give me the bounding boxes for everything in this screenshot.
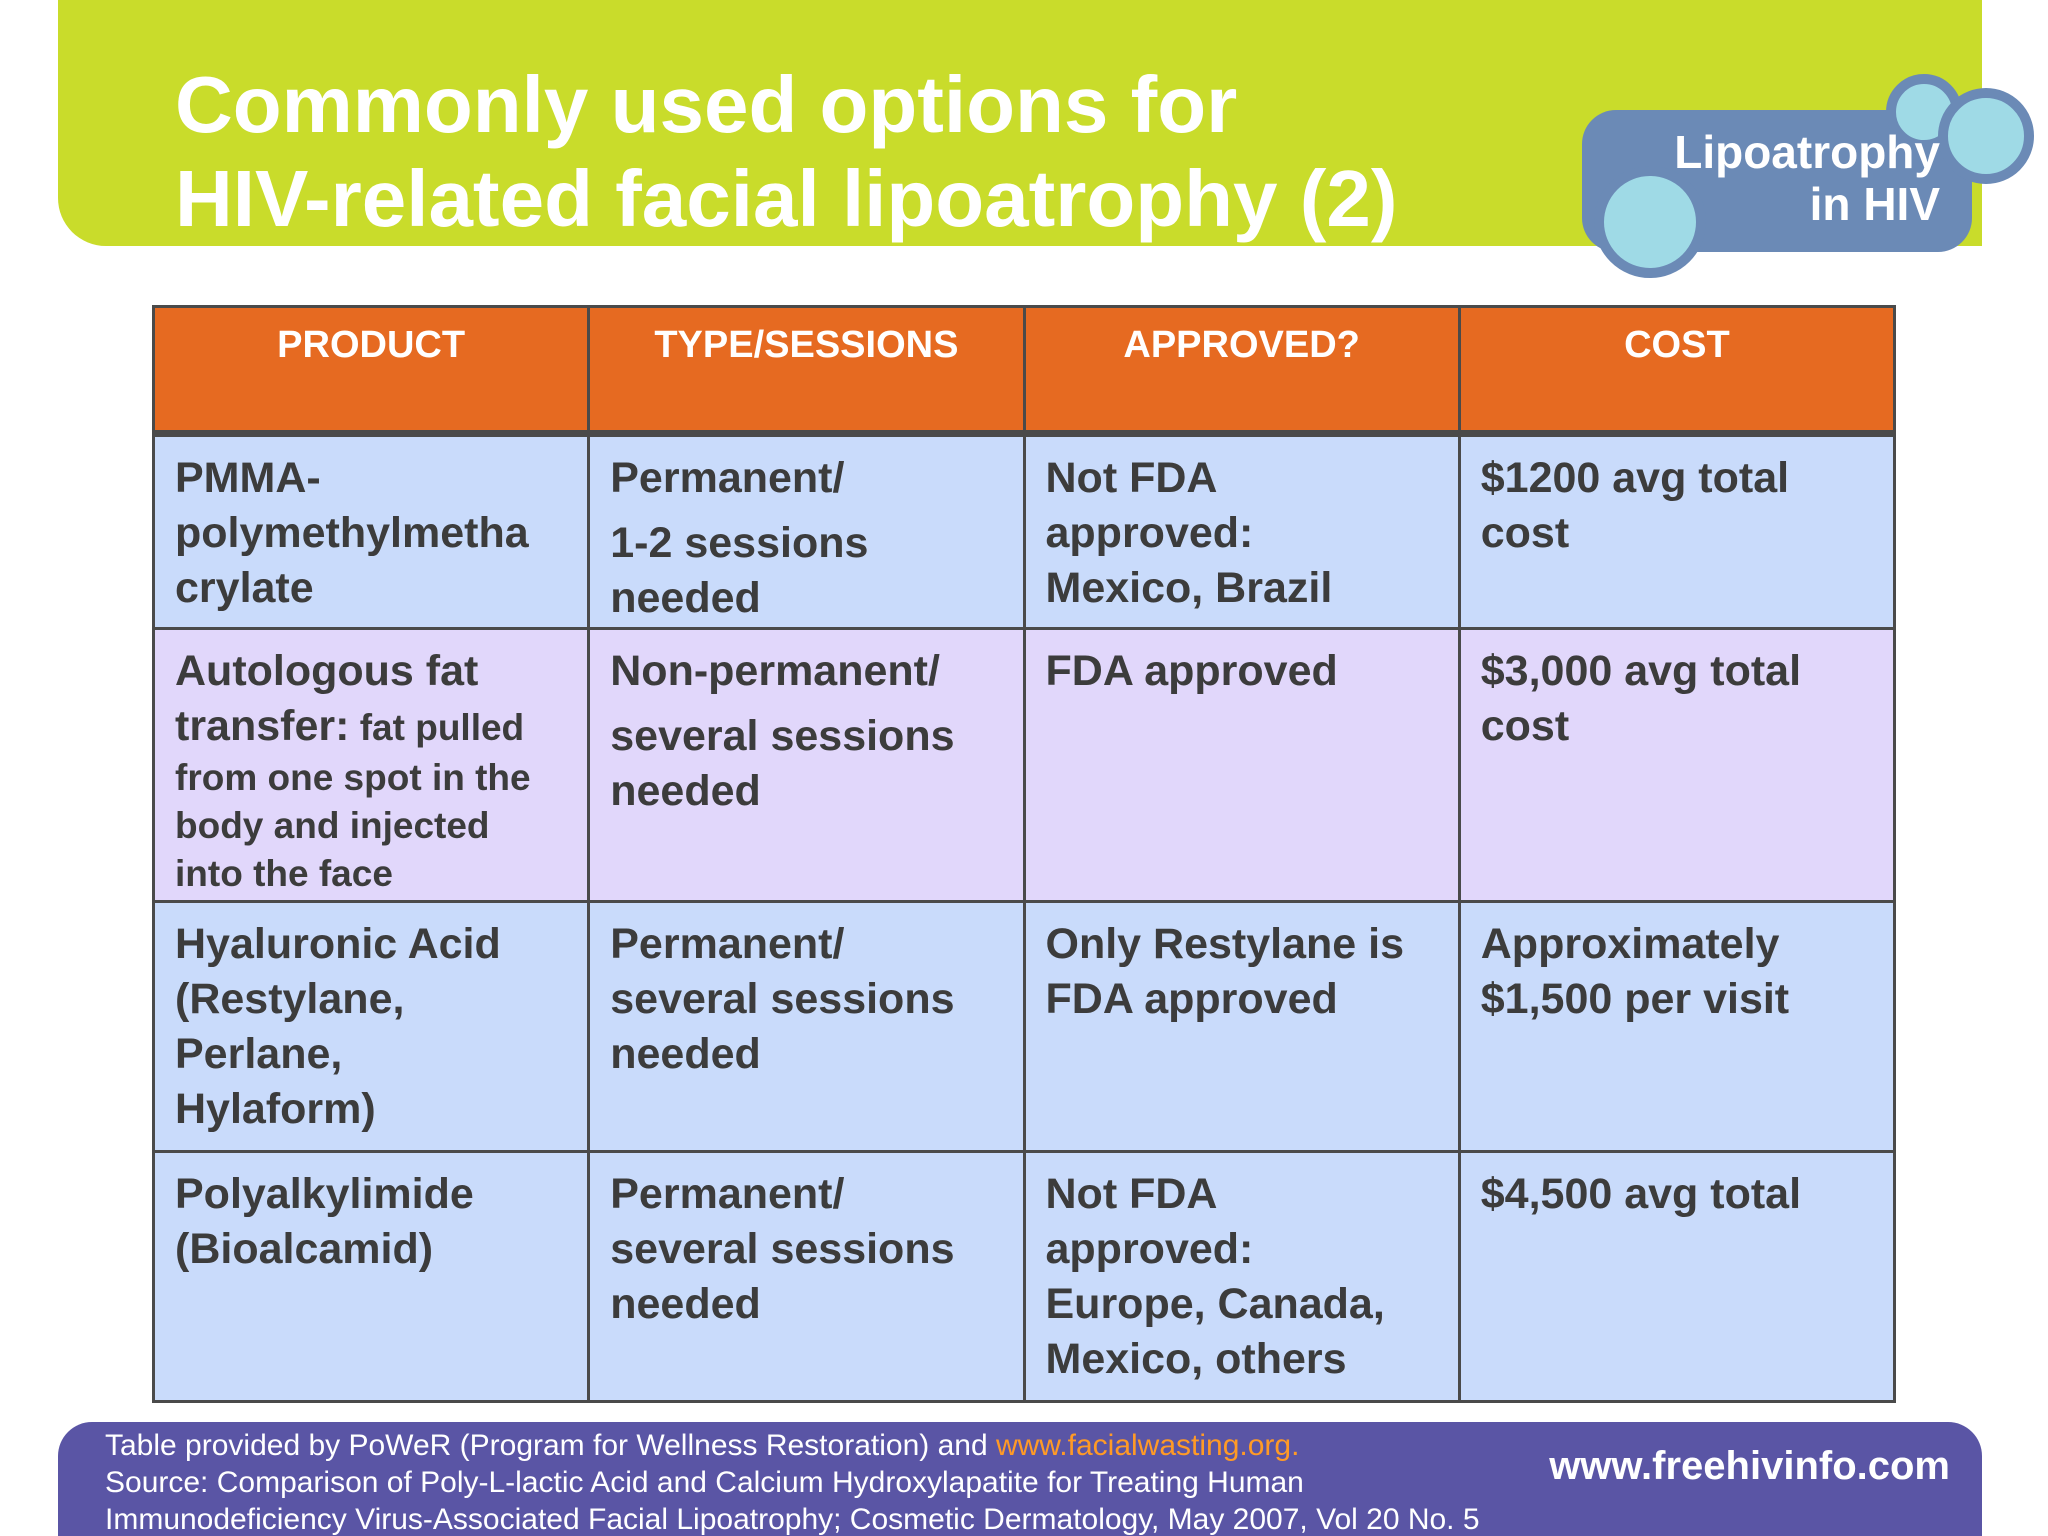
cell-note: fat pulled [349,707,525,748]
facialwasting-link[interactable]: www.facialwasting.org. [995,1429,1300,1462]
source-line-2: Immunodeficiency Virus-Associated Facial… [105,1503,1480,1536]
cell-type-sessions: Permanent/ 1-2 sessions needed [587,432,1026,630]
cell-cost: $3,000 avg total cost [1457,627,1897,903]
options-table: PRODUCT TYPE/SESSIONS APPROVED? COST PMM… [151,305,1897,1403]
cell-cost: $1200 avg total cost [1457,432,1897,630]
source-line-1: Source: Comparison of Poly-L-lactic Acid… [105,1466,1304,1499]
cell-line: Perlane, [175,1030,343,1078]
logo-circle-left [1594,166,1706,278]
cell-line: needed [610,574,761,622]
cell-line: needed [610,1030,761,1078]
cell-line: polymethylmetha [175,509,529,557]
cell-approved: Not FDA approved: Mexico, Brazil [1022,432,1461,630]
cell-note-line: body and injected [175,805,490,846]
cell-line: Hyaluronic Acid [175,920,501,968]
cell-line: Non-permanent/ [610,647,940,695]
table-row: Hyaluronic Acid (Restylane, Perlane, Hyl… [151,900,1897,1153]
cell-cost: Approximately $1,500 per visit [1457,900,1897,1153]
cell-line: Europe, Canada, [1045,1280,1385,1328]
column-header-cost: COST [1457,305,1897,437]
cell-line: Only Restylane is [1045,920,1405,968]
cell-product: Hyaluronic Acid (Restylane, Perlane, Hyl… [151,900,591,1153]
column-header-approved: APPROVED? [1022,305,1461,437]
table-row: Polyalkylimide (Bioalcamid) Permanent/ s… [151,1150,1897,1403]
cell-line: $1200 avg total [1480,454,1790,502]
logo-line-2: in HIV [1809,178,1940,230]
cell-note-line: into the face [175,853,393,894]
cell-type-sessions: Non-permanent/ several sessions needed [587,627,1026,903]
cell-type-sessions: Permanent/ several sessions needed [587,900,1026,1153]
title-line-1: Commonly used options for [175,60,1238,149]
table-row: Autologous fat transfer: fat pulled from… [151,627,1897,903]
cell-type-sessions: Permanent/ several sessions needed [587,1150,1026,1403]
cell-product: Autologous fat transfer: fat pulled from… [151,627,591,903]
cell-line: cost [1480,702,1570,750]
cell-line: Mexico, Brazil [1045,564,1333,612]
site-url-link[interactable]: www.freehivinfo.com [1549,1444,1950,1488]
cell-line: (Bioalcamid) [175,1225,434,1273]
cell-line: transfer: fat pulled [175,699,569,754]
cell-line: Polyalkylimide [175,1170,474,1218]
cell-line: Permanent/ [610,1170,845,1218]
cell-line: PMMA- [175,454,321,502]
table-row: PMMA- polymethylmetha crylate Permanent/… [151,432,1897,630]
cell-line: Hylaform) [175,1085,376,1133]
cell-line: approved: [1045,1225,1254,1273]
cell-line: needed [610,767,761,815]
cell-cost: $4,500 avg total [1457,1150,1897,1403]
footer-credits: Table provided by PoWeR (Program for Wel… [105,1427,1585,1536]
cell-line: several sessions [610,975,955,1023]
cell-line: FDA approved [1045,647,1338,695]
cell-line: Not FDA [1045,454,1218,502]
logo-line-1: Lipoatrophy [1674,126,1940,178]
footer-bar [58,1422,1982,1536]
cell-line: $1,500 per visit [1480,975,1790,1023]
title-line-2: HIV-related facial lipoatrophy (2) [175,154,1398,243]
column-header-type-sessions: TYPE/SESSIONS [587,305,1026,437]
options-table-container: PRODUCT TYPE/SESSIONS APPROVED? COST PMM… [151,305,1897,1403]
cell-line: $3,000 avg total [1480,647,1802,695]
cell-product: PMMA- polymethylmetha crylate [151,432,591,630]
table-header-row: PRODUCT TYPE/SESSIONS APPROVED? COST [151,305,1897,437]
cell-line: approved: [1045,509,1254,557]
cell-line: (Restylane, [175,975,405,1023]
cell-line: Not FDA [1045,1170,1218,1218]
cell-line: FDA approved [1045,975,1338,1023]
cell-line: several sessions [610,712,955,760]
slide-title: Commonly used options for HIV-related fa… [175,58,1555,246]
lipoatrophy-logo: Lipoatrophy in HIV [1578,74,2034,280]
cell-line: Permanent/ [610,454,845,502]
cell-line: Autologous fat [175,647,479,695]
column-header-product: PRODUCT [151,305,591,437]
logo-circle-right [1938,88,2034,184]
credit-prefix: Table provided by PoWeR (Program for Wel… [105,1429,996,1462]
cell-approved: FDA approved [1022,627,1461,903]
cell-term: transfer: [175,702,350,750]
cell-line: needed [610,1280,761,1328]
cell-line: Approximately [1480,920,1780,968]
cell-note-line: from one spot in the [175,757,531,798]
logo-text: Lipoatrophy in HIV [1620,126,1940,230]
cell-product: Polyalkylimide (Bioalcamid) [151,1150,591,1403]
cell-line: cost [1480,509,1570,557]
credit-line: Table provided by PoWeR (Program for Wel… [105,1427,1585,1464]
cell-line: Permanent/ [610,920,845,968]
cell-approved: Not FDA approved: Europe, Canada, Mexico… [1022,1150,1461,1403]
cell-line: $4,500 avg total [1480,1170,1802,1218]
cell-line: Mexico, others [1045,1335,1347,1383]
cell-line: several sessions [610,1225,955,1273]
cell-line: 1-2 sessions [610,519,869,567]
cell-line: crylate [175,564,314,612]
cell-approved: Only Restylane is FDA approved [1022,900,1461,1153]
